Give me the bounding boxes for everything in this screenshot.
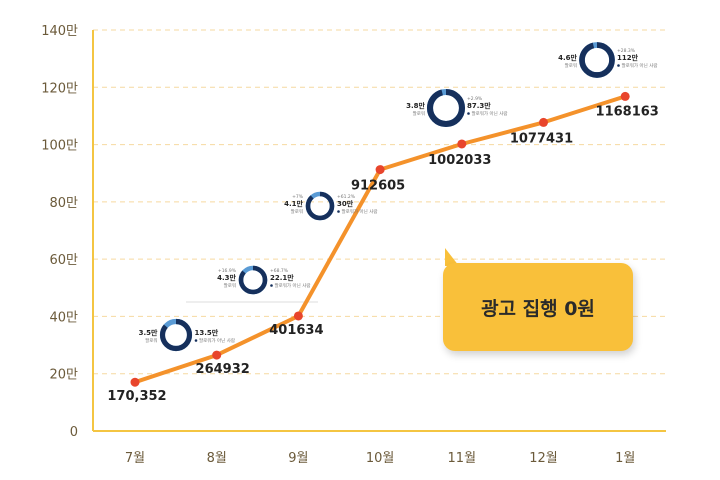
donut-right-pct: +68.7% xyxy=(270,268,289,274)
data-label: 1002033 xyxy=(428,153,491,168)
donut-arc xyxy=(305,191,335,221)
donut-left-pct: +7% xyxy=(292,194,304,200)
donut-left-value: 4.3만 xyxy=(217,273,236,282)
donut-left-value: 3.5만 xyxy=(139,328,158,337)
donut-legend-dot xyxy=(337,210,340,213)
donut-right-pct: +28.3% xyxy=(617,48,636,54)
donut-right-sub: 팔로워가 아닌 사람 xyxy=(472,110,508,117)
x-tick-label: 7월 xyxy=(125,451,145,466)
donut-arc xyxy=(159,318,193,352)
y-tick-label: 40만 xyxy=(49,310,78,325)
y-tick-label: 80만 xyxy=(49,196,78,211)
x-tick-label: 11월 xyxy=(448,451,477,466)
donut-right-sub: 팔로워가 아닌 사람 xyxy=(275,282,311,289)
donut-arc xyxy=(426,88,466,128)
donut-left-sub: 팔로워 xyxy=(145,337,157,344)
donut-right-pct: +2.9% xyxy=(467,96,483,102)
data-point xyxy=(457,139,467,149)
donut-left-value: 4.6만 xyxy=(558,53,577,62)
data-label: 1077431 xyxy=(510,131,573,146)
data-point xyxy=(375,165,385,175)
donut-right-pct: +61.2% xyxy=(337,194,356,200)
donut-left-value: 4.1만 xyxy=(284,199,303,208)
annotation-text: 광고 집행 0원 xyxy=(481,297,595,320)
x-tick-label: 10월 xyxy=(366,451,395,466)
donut-left-sub: 팔로워 xyxy=(291,208,303,215)
data-point xyxy=(539,117,548,127)
donut-right-sub: 팔로워가 아닌 사람 xyxy=(622,62,658,69)
donut-legend-dot xyxy=(194,339,198,342)
donut-right-value: 13.5만 xyxy=(195,328,219,337)
donut-right-value: 87.3만 xyxy=(467,101,491,110)
donut-right-sub: 팔로워가 아닌 사람 xyxy=(342,208,378,215)
data-point xyxy=(212,350,222,360)
donut-right-value: 30만 xyxy=(337,199,354,208)
data-points xyxy=(130,91,630,387)
donut-right-value: 22.1만 xyxy=(270,273,294,282)
y-tick-label: 0 xyxy=(70,425,78,440)
y-tick-label: 20만 xyxy=(49,368,78,383)
x-tick-label: 12월 xyxy=(529,451,558,466)
data-label: 264932 xyxy=(196,362,250,377)
donut-legend-dot xyxy=(617,64,620,67)
x-tick-label: 8월 xyxy=(207,451,227,466)
data-label: 401634 xyxy=(269,323,323,338)
donut-right-value: 112만 xyxy=(617,53,639,62)
donut-arc xyxy=(579,42,615,78)
data-label: 170,352 xyxy=(107,389,166,404)
data-labels: 170,352 264932 401634 912605 1002033 1077431 1… xyxy=(107,104,658,404)
callout-tail xyxy=(445,248,459,266)
donut-arc xyxy=(238,265,268,295)
donut-legend-dot xyxy=(467,112,470,115)
data-point xyxy=(620,91,630,101)
donut-left-value: 3.8만 xyxy=(406,101,425,110)
donut-right-sub: 팔로워가 아닌 사람 xyxy=(199,337,235,344)
data-point xyxy=(293,311,303,321)
data-label: 912605 xyxy=(351,179,405,194)
x-axis-ticks: 7월 8월 9월 10월 11월 12월 1월 xyxy=(125,451,635,466)
y-tick-label: 100만 xyxy=(41,139,78,154)
donut-left-sub: 팔로워 xyxy=(224,282,236,289)
y-tick-label: 60만 xyxy=(49,253,78,268)
y-tick-label: 120만 xyxy=(41,81,78,96)
annotation-callout: 광고 집행 0원 xyxy=(443,263,633,351)
y-axis-ticks: 0 20만 40만 60만 80만 100만 120만 140만 xyxy=(41,24,78,440)
donut-left-sub: 팔로워 xyxy=(565,62,577,69)
donut-legend-dot xyxy=(270,284,273,287)
y-tick-label: 140만 xyxy=(41,24,78,39)
x-tick-label: 1월 xyxy=(615,451,635,466)
x-tick-label: 9월 xyxy=(288,451,308,466)
data-label: 1168163 xyxy=(596,104,659,119)
donut-left-sub: 팔로워 xyxy=(413,110,425,117)
donut-left-pct: +16.9% xyxy=(218,268,237,274)
data-point xyxy=(130,377,140,387)
